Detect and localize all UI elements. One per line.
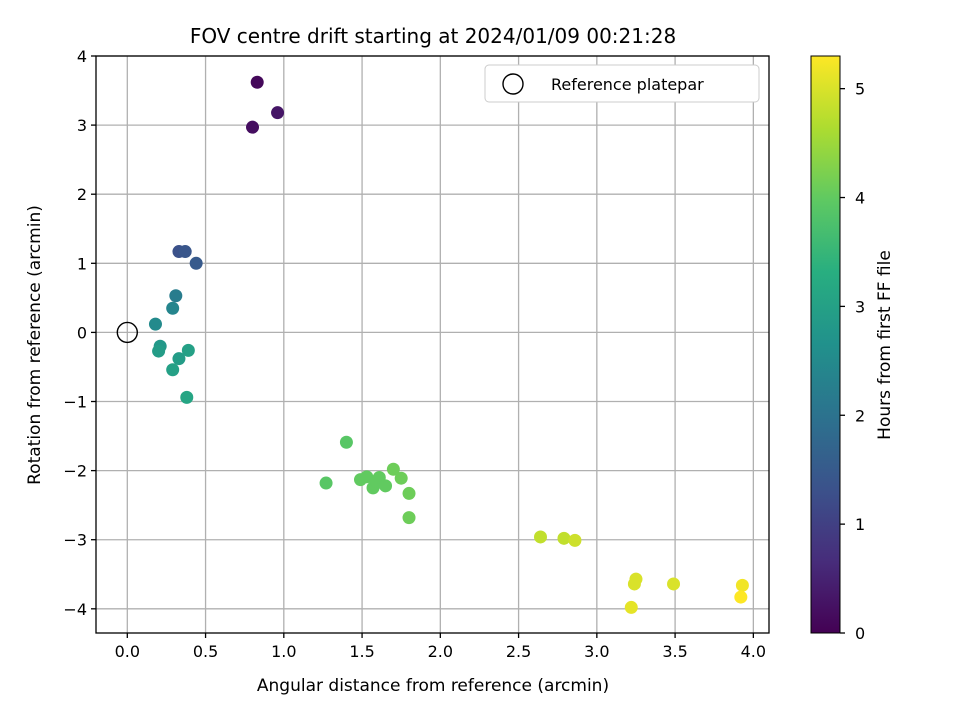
data-point: [181, 343, 195, 357]
data-point: [172, 352, 186, 366]
colorbar-ticks: 0 1 2 3 4 5: [840, 80, 865, 643]
data-point: [178, 245, 192, 259]
y-tick-label: 3: [77, 116, 87, 135]
colorbar-tick-label: 5: [855, 80, 865, 99]
data-point: [152, 344, 166, 358]
colorbar-tick-label: 2: [855, 406, 865, 425]
x-tick-label: 2.5: [506, 642, 531, 661]
data-point: [250, 75, 264, 89]
data-point: [568, 533, 582, 547]
data-point: [734, 590, 748, 604]
y-tick-label: 1: [77, 254, 87, 273]
grid: [96, 55, 769, 633]
x-tick-label: 3.0: [584, 642, 609, 661]
colorbar-tick-label: 1: [855, 515, 865, 534]
data-point: [169, 289, 183, 303]
colorbar: 0 1 2 3 4 5 Hours from first FF file: [810, 55, 895, 643]
data-point: [402, 486, 416, 500]
colorbar-gradient: [810, 55, 841, 634]
data-point: [166, 301, 180, 315]
legend: Reference platepar: [484, 64, 760, 103]
y-axis-ticks: −4 −3 −2 −1 0 1 2 3 4: [63, 47, 96, 619]
x-tick-label: 3.5: [662, 642, 687, 661]
data-point: [402, 511, 416, 525]
y-tick-label: 2: [77, 185, 87, 204]
legend-box: [484, 64, 760, 103]
x-tick-label: 2.0: [428, 642, 453, 661]
y-tick-label: 0: [77, 323, 87, 342]
y-tick-label: −1: [63, 393, 87, 412]
reference-marker-layer: [116, 321, 139, 344]
data-points: [148, 75, 749, 614]
colorbar-tick-label: 4: [855, 189, 865, 208]
x-tick-label: 0.0: [115, 642, 140, 661]
data-point: [166, 363, 180, 377]
plot-frame: [95, 55, 770, 634]
data-point: [189, 256, 203, 270]
legend-entry-label: Reference platepar: [551, 75, 704, 94]
data-point: [624, 600, 638, 614]
data-point: [180, 390, 194, 404]
data-point: [271, 106, 285, 120]
y-tick-label: −4: [63, 600, 87, 619]
data-point: [667, 577, 681, 591]
colorbar-label: Hours from first FF file: [875, 250, 895, 440]
data-point: [557, 531, 571, 545]
data-point: [246, 120, 260, 134]
data-point: [386, 462, 400, 476]
x-axis-label: Angular distance from reference (arcmin): [257, 676, 609, 696]
x-tick-label: 1.5: [349, 642, 374, 661]
reference-platepar-marker: [116, 321, 139, 344]
y-tick-label: −3: [63, 531, 87, 550]
x-axis-ticks: 0.0 0.5 1.0 1.5 2.0 2.5 3.0 3.5 4.0: [115, 633, 766, 661]
data-point: [379, 479, 393, 493]
data-point: [627, 577, 641, 591]
x-tick-label: 1.0: [271, 642, 296, 661]
legend-reference-marker: [502, 73, 524, 95]
data-point: [319, 476, 333, 490]
data-point: [533, 530, 547, 544]
data-point: [394, 471, 408, 485]
x-tick-label: 4.0: [741, 642, 766, 661]
y-tick-label: −2: [63, 462, 87, 481]
colorbar-tick-label: 0: [855, 624, 865, 643]
data-point: [735, 578, 749, 592]
data-point: [339, 435, 353, 449]
y-axis-label: Rotation from reference (arcmin): [25, 205, 45, 485]
data-point: [148, 317, 162, 331]
colorbar-tick-label: 3: [855, 297, 865, 316]
y-tick-label: 4: [77, 47, 87, 66]
chart-title: FOV centre drift starting at 2024/01/09 …: [190, 24, 676, 48]
x-tick-label: 0.5: [193, 642, 218, 661]
